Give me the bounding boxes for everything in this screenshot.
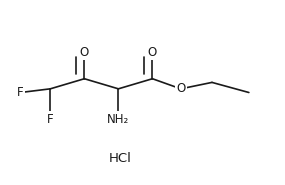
- Text: O: O: [176, 82, 186, 95]
- Text: O: O: [148, 46, 157, 59]
- Text: NH₂: NH₂: [107, 113, 129, 126]
- Text: F: F: [47, 113, 54, 126]
- Text: O: O: [80, 46, 89, 59]
- Text: F: F: [17, 86, 24, 99]
- Text: HCl: HCl: [108, 152, 131, 165]
